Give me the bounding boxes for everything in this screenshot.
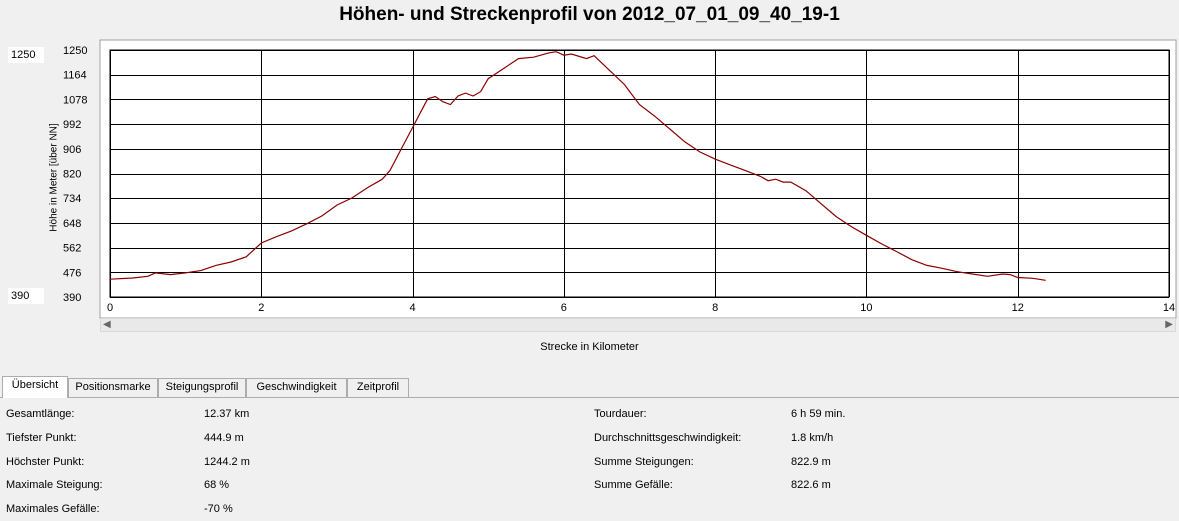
tab-zeitprofil[interactable]: Zeitprofil xyxy=(347,378,409,397)
stat-value: 822.9 m xyxy=(791,456,831,468)
elevation-chart: 1250 1164 1078 992 906 820 734 648 562 476 390 0 2 4… xyxy=(63,39,1177,319)
stat-value: 822.6 m xyxy=(791,479,831,491)
x-axis-label: Strecke in Kilometer xyxy=(540,341,639,353)
y-max-input[interactable]: 1250 xyxy=(8,47,44,63)
y-tick-label: 734 xyxy=(63,193,81,205)
stat-value: 1.8 km/h xyxy=(791,432,834,444)
y-tick-label: 820 xyxy=(63,169,81,181)
y-tick-label: 1250 xyxy=(63,45,87,57)
x-tick-label: 8 xyxy=(712,302,718,314)
stat-value: 12.37 km xyxy=(204,408,250,420)
y-min-input[interactable]: 390 xyxy=(8,288,44,304)
stat-value: 68 % xyxy=(204,479,230,491)
stat-label: Summe Gefälle: xyxy=(594,479,673,491)
y-axis-label: Höhe in Meter [über NN] xyxy=(48,123,60,232)
tab-steigungsprofil[interactable]: Steigungsprofil xyxy=(158,378,246,397)
y-tick-label: 1078 xyxy=(63,94,87,106)
stat-label: Höchster Punkt: xyxy=(6,456,85,468)
tab-uebersicht[interactable]: Übersicht xyxy=(2,376,68,398)
tab-geschwindigkeit[interactable]: Geschwindigkeit xyxy=(246,378,347,397)
stat-value: 444.9 m xyxy=(204,432,244,444)
stat-label: Maximale Steigung: xyxy=(6,479,103,491)
overview-panel: Gesamtlänge: 12.37 km Tiefster Punkt: 44… xyxy=(0,397,1179,521)
plot-area xyxy=(109,49,1170,298)
stat-label: Gesamtlänge: xyxy=(6,408,75,420)
x-tick-label: 12 xyxy=(1012,302,1024,314)
stat-value: 1244.2 m xyxy=(204,456,250,468)
scroll-left-arrow-icon[interactable]: ◀ xyxy=(103,319,111,330)
elevation-series xyxy=(109,51,1046,281)
x-tick-label: 2 xyxy=(258,302,264,314)
y-tick-labels: 1250 1164 1078 992 906 820 734 648 562 476 390 xyxy=(63,45,87,304)
x-tick-label: 0 xyxy=(107,302,113,314)
x-tick-label: 6 xyxy=(561,302,567,314)
chart-title: Höhen- und Streckenprofil von 2012_07_01… xyxy=(339,4,840,25)
y-tick-label: 562 xyxy=(63,243,81,255)
stat-value: 6 h 59 min. xyxy=(791,408,846,420)
chart-grid xyxy=(99,39,1177,319)
y-tick-label: 992 xyxy=(63,119,81,131)
y-tick-label: 648 xyxy=(63,218,81,230)
stat-label: Tourdauer: xyxy=(594,408,647,420)
stat-label: Durchschnittsgeschwindigkeit: xyxy=(594,432,742,444)
horizontal-scrollbar[interactable]: ◀ ▶ xyxy=(100,318,1176,332)
scroll-right-arrow-icon[interactable]: ▶ xyxy=(1165,319,1173,330)
stat-label: Summe Steigungen: xyxy=(594,456,694,468)
y-tick-label: 1164 xyxy=(63,70,87,82)
y-tick-label: 390 xyxy=(63,292,81,304)
stat-label: Maximales Gefälle: xyxy=(6,503,100,515)
y-tick-label: 906 xyxy=(63,144,81,156)
tab-positionsmarke[interactable]: Positionsmarke xyxy=(68,378,158,397)
x-tick-label: 4 xyxy=(410,302,416,314)
stat-value: -70 % xyxy=(204,503,233,515)
x-tick-label: 14 xyxy=(1163,302,1175,314)
x-tick-label: 10 xyxy=(860,302,872,314)
elevation-line xyxy=(109,51,1046,281)
x-tick-labels: 0 2 4 6 8 10 12 14 xyxy=(107,302,1175,314)
stat-label: Tiefster Punkt: xyxy=(6,432,77,444)
y-tick-label: 476 xyxy=(63,267,81,279)
